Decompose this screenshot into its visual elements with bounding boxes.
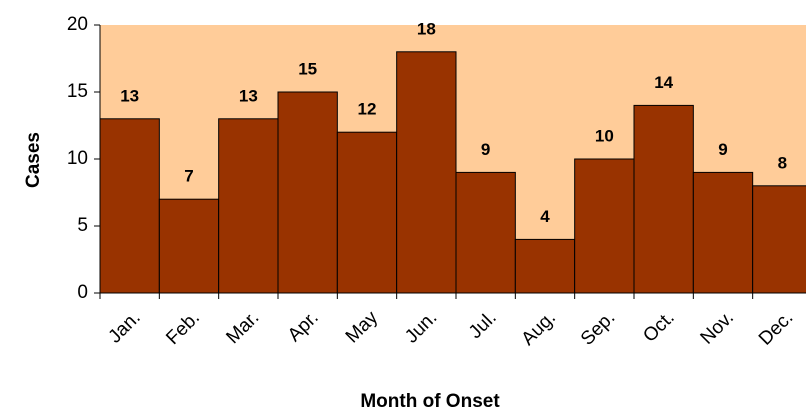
value-label: 14: [654, 73, 673, 92]
x-axis-title: Month of Onset: [360, 391, 500, 412]
y-tick-label: 5: [77, 215, 88, 236]
value-label: 12: [358, 100, 377, 119]
x-tick-label: Nov.: [697, 307, 738, 348]
y-tick-label: 15: [67, 81, 88, 102]
bar: [633, 104, 694, 294]
bar: [752, 185, 806, 294]
bar: [277, 91, 338, 294]
bar: [455, 171, 516, 294]
x-tick-label: Sep.: [577, 307, 619, 349]
x-tick-label: Jul.: [465, 307, 501, 343]
x-tick-label: Jun.: [401, 307, 441, 347]
bar: [158, 198, 220, 294]
bar: [514, 238, 576, 294]
bar: [218, 118, 279, 294]
value-label: 18: [417, 19, 436, 38]
x-tick-label: Jan.: [104, 307, 144, 347]
value-label: 10: [595, 126, 614, 145]
y-axis-title: Cases: [23, 132, 44, 188]
bar: [692, 171, 754, 294]
value-label: 9: [481, 140, 490, 159]
x-tick-label: May: [342, 307, 383, 348]
bar: [336, 131, 398, 294]
x-tick-label: Oct.: [639, 307, 678, 346]
value-label: 13: [120, 86, 139, 105]
value-label: 4: [540, 207, 550, 226]
value-label: 15: [298, 59, 317, 78]
value-label: 9: [718, 140, 727, 159]
bar: [99, 118, 160, 294]
y-tick-label: 20: [67, 14, 88, 35]
value-label: 8: [778, 153, 787, 172]
bar: [396, 51, 457, 294]
x-tick-label: Aug.: [518, 307, 560, 349]
bar: [574, 158, 635, 294]
x-tick-label: Apr.: [284, 307, 323, 346]
y-tick-label: 10: [67, 148, 88, 169]
y-tick-label: 0: [77, 282, 88, 303]
x-tick-label: Mar.: [222, 307, 263, 348]
x-tick-label: Feb.: [162, 307, 204, 349]
value-label: 7: [184, 167, 193, 186]
x-tick-label: Dec.: [755, 307, 797, 349]
value-label: 13: [239, 86, 258, 105]
